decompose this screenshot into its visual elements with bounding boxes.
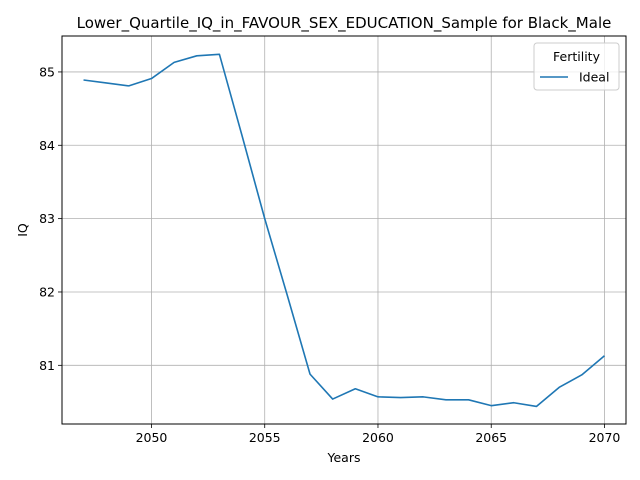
- y-tick-label: 81: [39, 358, 55, 373]
- y-axis-ticks: 81 82 83 84 85: [39, 64, 62, 373]
- x-tick-label: 2065: [475, 430, 507, 445]
- chart-title: Lower_Quartile_IQ_in_FAVOUR_SEX_EDUCATIO…: [77, 14, 612, 33]
- legend-title: Fertility: [553, 49, 601, 64]
- legend: Fertility Ideal: [533, 42, 620, 91]
- plot-frame: [61, 35, 627, 425]
- x-tick-label: 2060: [362, 430, 394, 445]
- series-line-ideal: [83, 53, 605, 408]
- y-tick-label: 83: [39, 211, 55, 226]
- series-layer: [83, 53, 605, 408]
- y-axis-label: IQ: [15, 223, 30, 237]
- x-axis-label: Years: [327, 450, 361, 465]
- y-tick-label: 82: [39, 284, 55, 299]
- x-tick-label: 2055: [249, 430, 281, 445]
- y-tick-label: 84: [39, 138, 55, 153]
- grid: [62, 36, 626, 424]
- legend-box: [533, 42, 620, 91]
- x-tick-label: 2070: [589, 430, 621, 445]
- x-axis-ticks: 2050 2055 2060 2065 2070: [136, 424, 621, 445]
- x-tick-label: 2050: [136, 430, 168, 445]
- legend-series-label: Ideal: [579, 70, 609, 85]
- y-tick-label: 85: [39, 64, 55, 79]
